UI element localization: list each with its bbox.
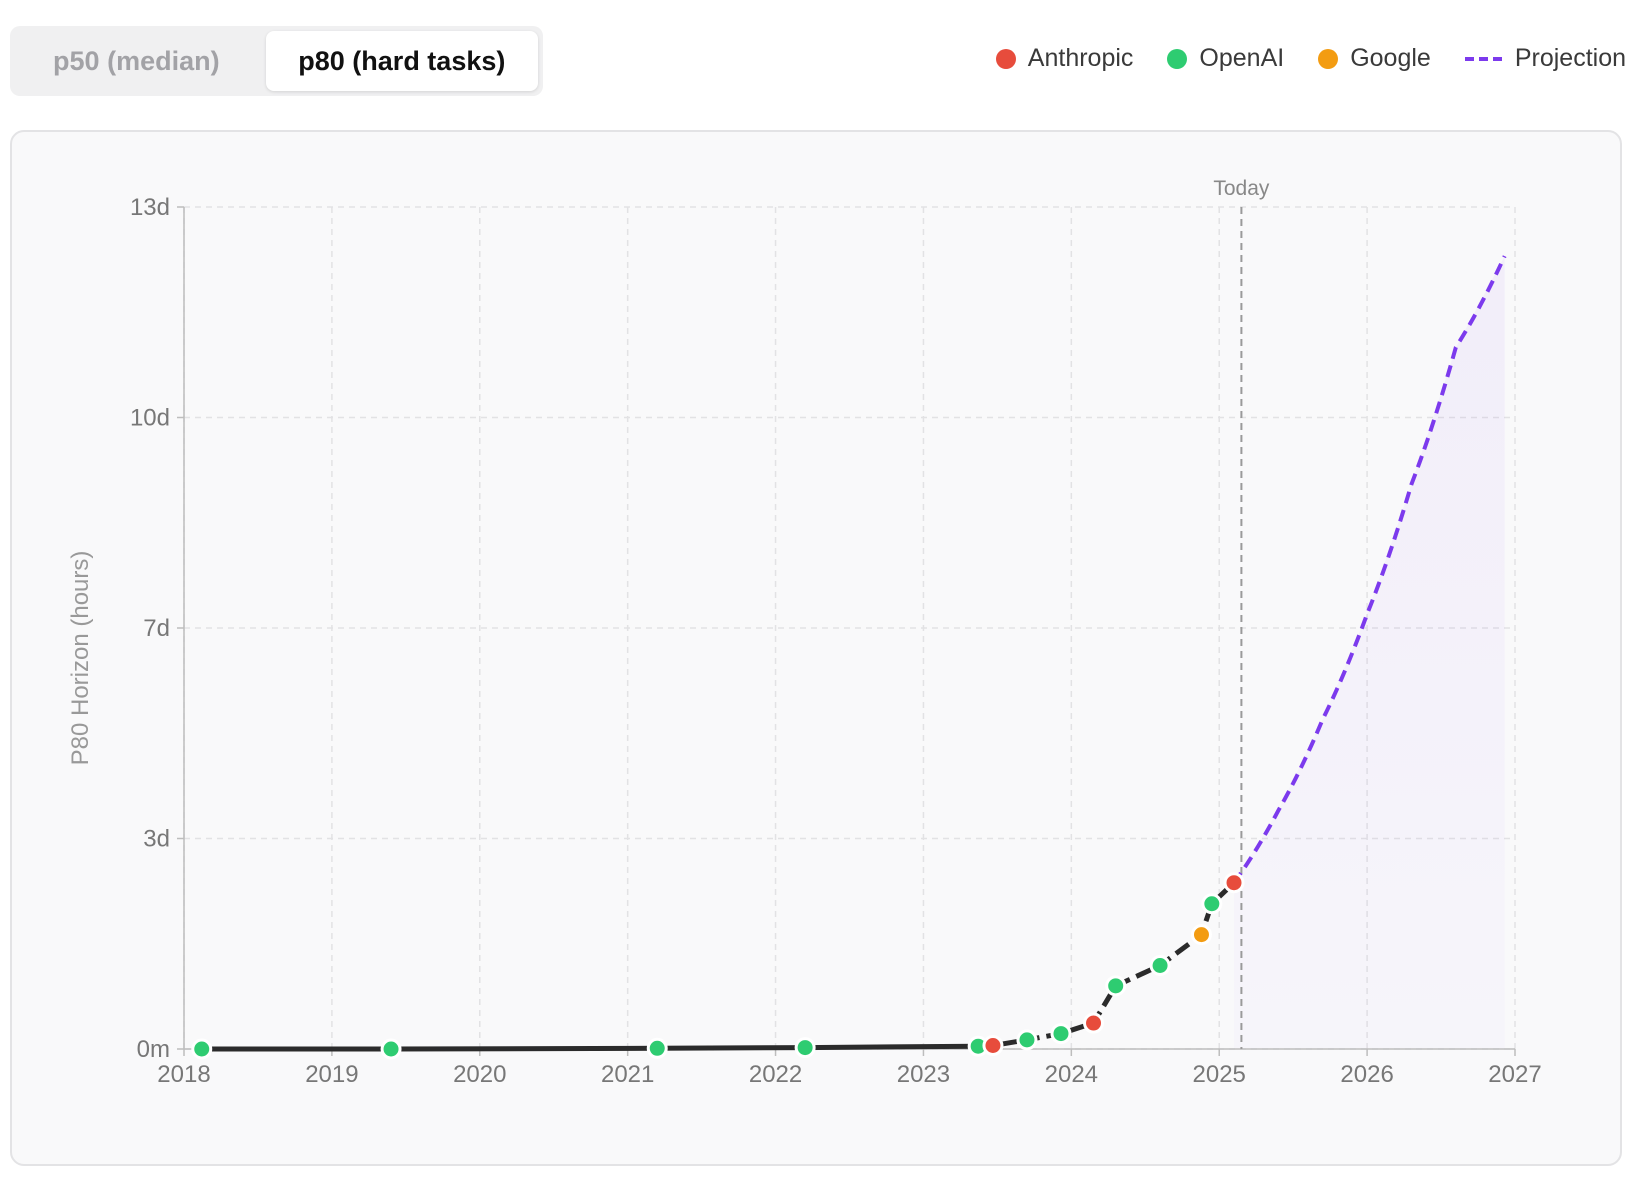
x-tick-label: 2026 bbox=[1340, 1061, 1393, 1088]
data-point-anthropic bbox=[1223, 872, 1245, 894]
projection-area bbox=[1234, 256, 1505, 1049]
legend-label: Google bbox=[1350, 44, 1431, 72]
horizon-tabs: p50 (median) p80 (hard tasks) bbox=[10, 26, 543, 96]
x-tick-label: 2025 bbox=[1193, 1061, 1246, 1088]
legend-item-projection[interactable]: Projection bbox=[1464, 44, 1626, 73]
tab-p50-median[interactable]: p50 (median) bbox=[53, 45, 220, 76]
y-axis-title: P80 Horizon (hours) bbox=[67, 551, 94, 766]
data-point-openai bbox=[1149, 955, 1171, 977]
x-tick-label: 2022 bbox=[749, 1061, 802, 1088]
data-point-openai bbox=[380, 1038, 402, 1060]
tab-p80-hard-tasks[interactable]: p80 (hard tasks) bbox=[265, 31, 538, 91]
x-tick-label: 2018 bbox=[157, 1061, 210, 1088]
data-point-anthropic bbox=[1083, 1012, 1105, 1034]
projection-line bbox=[1232, 255, 1507, 884]
legend-label: Anthropic bbox=[1027, 44, 1134, 72]
y-tick-label: 3d bbox=[143, 826, 170, 853]
x-tick-label: 2021 bbox=[601, 1061, 654, 1088]
y-tick-label: 0m bbox=[137, 1036, 170, 1063]
chart-legend: Anthropic OpenAI Google Projection bbox=[995, 44, 1626, 73]
legend-label: OpenAI bbox=[1199, 44, 1285, 72]
data-point-openai bbox=[1050, 1023, 1072, 1045]
y-tick-label: 7d bbox=[143, 615, 170, 642]
observed-line-dashed bbox=[978, 880, 1236, 1049]
legend-item-google[interactable]: Google bbox=[1318, 44, 1431, 73]
data-point-openai bbox=[794, 1037, 816, 1059]
chart-card: 2018 2019 2020 2021 2022 2023 2024 2025 2026 2027… bbox=[10, 130, 1622, 1166]
y-tick-label: 13d bbox=[130, 194, 170, 221]
x-tick-label: 2023 bbox=[897, 1061, 950, 1088]
data-point-openai bbox=[1016, 1029, 1038, 1051]
legend-item-anthropic[interactable]: Anthropic bbox=[995, 44, 1134, 73]
google-dot-icon bbox=[1318, 48, 1339, 69]
data-point-openai bbox=[646, 1037, 668, 1059]
data-point-openai bbox=[1105, 975, 1127, 997]
data-point-openai bbox=[191, 1038, 213, 1060]
projection-dash-icon bbox=[1464, 56, 1503, 61]
openai-dot-icon bbox=[1167, 48, 1188, 69]
data-point-openai bbox=[1201, 893, 1223, 915]
anthropic-dot-icon bbox=[995, 48, 1016, 69]
x-tick-label: 2027 bbox=[1488, 1061, 1541, 1088]
legend-item-openai[interactable]: OpenAI bbox=[1167, 44, 1284, 73]
x-tick-label: 2019 bbox=[305, 1061, 358, 1088]
data-point-anthropic bbox=[982, 1034, 1004, 1056]
data-point-google bbox=[1190, 924, 1212, 946]
horizon-chart: 2018 2019 2020 2021 2022 2023 2024 2025 2026 2027… bbox=[67, 177, 1542, 1088]
x-tick-label: 2020 bbox=[453, 1061, 506, 1088]
today-label: Today bbox=[1213, 177, 1270, 200]
x-tick-label: 2024 bbox=[1045, 1061, 1098, 1088]
y-tick-label: 10d bbox=[130, 405, 170, 432]
legend-label: Projection bbox=[1514, 44, 1626, 72]
observed-line-solid bbox=[199, 1043, 981, 1052]
